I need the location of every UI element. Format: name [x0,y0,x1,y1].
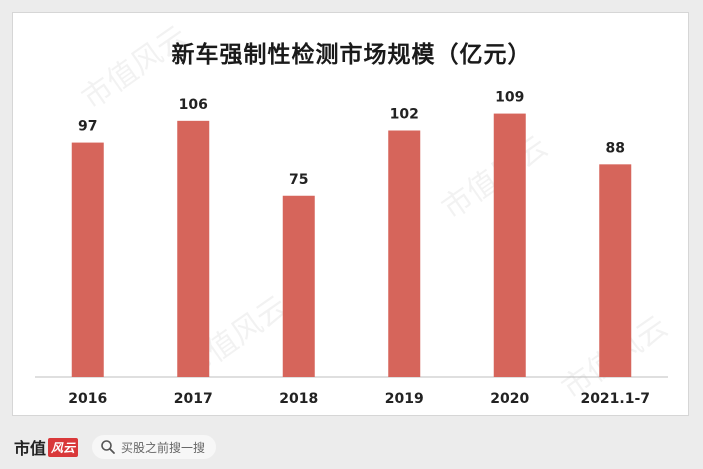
bar-2021.1-7 [599,164,632,377]
x-tick-label: 2018 [279,391,318,407]
x-tick-label: 2016 [68,391,107,407]
chart-title: 新车强制性检测市场规模（亿元） [171,42,532,68]
search-icon [101,440,115,454]
bar-chart: 97 2016 106 2017 75 2018 102 2019 109 2020 88 2021.… [35,90,668,407]
data-label: 106 [179,97,208,113]
bar-2017 [177,120,210,377]
footer-bar: 市值 风云 买股之前搜一搜 [0,420,703,469]
brand-logo[interactable]: 市值 风云 [14,435,79,459]
bar-2016 [71,142,104,377]
search-placeholder: 买股之前搜一搜 [121,440,206,455]
x-tick-label: 2020 [490,391,529,407]
bar-2019 [388,130,421,377]
data-label: 102 [390,107,419,123]
data-label: 88 [606,140,625,156]
data-label: 97 [78,119,97,135]
bar-2018 [282,195,315,377]
search-box[interactable]: 买股之前搜一搜 [92,435,216,459]
logo-text: 市值 [14,439,47,458]
x-tick-label: 2019 [385,391,424,407]
chart-card: 市值风云 市值风云 市值风云 市值风云 新车强制性检测市场规模（亿元） 9720… [12,12,689,416]
data-label: 75 [289,172,308,188]
x-tick-label: 2017 [174,391,213,407]
bar-2020 [493,113,526,377]
logo-badge: 风云 [48,438,79,457]
x-tick-label: 2021.1-7 [580,391,650,407]
data-label: 109 [495,90,524,106]
